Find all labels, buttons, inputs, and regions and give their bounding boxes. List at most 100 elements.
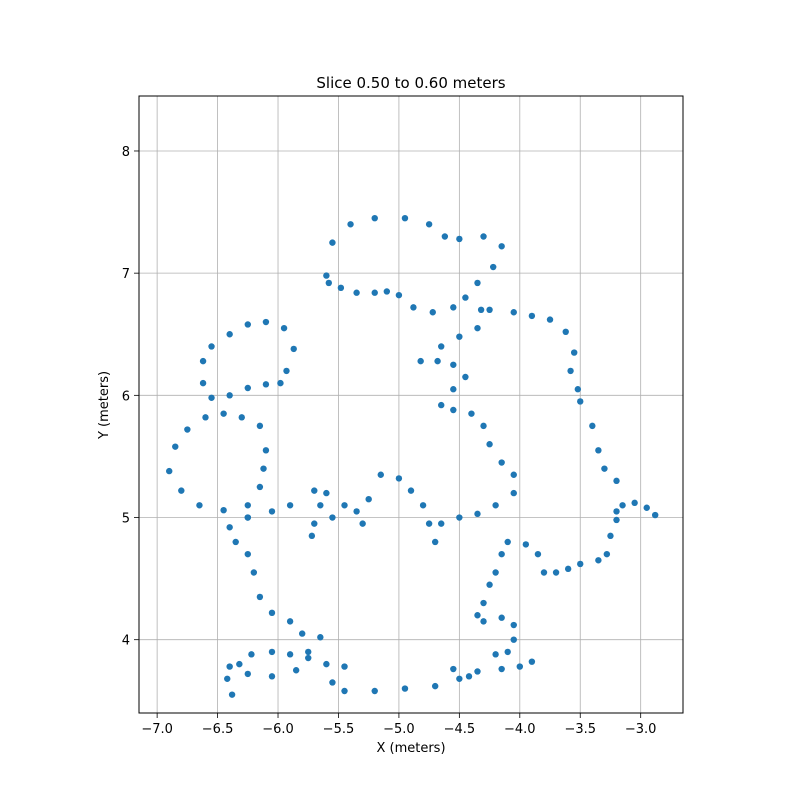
data-point [504, 648, 511, 656]
data-point [228, 691, 236, 698]
data-point [613, 477, 620, 485]
data-point [492, 569, 499, 576]
data-point [260, 465, 267, 472]
data-point [299, 630, 306, 637]
data-point [474, 324, 481, 332]
data-point [486, 306, 493, 314]
data-point [277, 379, 284, 387]
data-point [401, 685, 409, 692]
data-point [268, 609, 276, 617]
data-point [323, 489, 330, 497]
data-point [528, 312, 536, 320]
y-tick-label: 6 [122, 389, 130, 404]
x-tick-label: −4.5 [444, 722, 476, 737]
data-point [516, 663, 523, 670]
data-point [450, 304, 457, 311]
data-point [595, 447, 602, 454]
x-tick-label: −4.0 [504, 722, 536, 737]
data-point [438, 343, 445, 350]
data-point [419, 502, 427, 509]
data-point [613, 508, 620, 515]
data-point [510, 621, 517, 629]
data-point [510, 489, 517, 497]
data-point [262, 318, 270, 326]
data-point [498, 459, 505, 466]
data-point [353, 508, 360, 515]
data-point [226, 331, 233, 338]
x-axis-label: X (meters) [376, 741, 445, 756]
data-point [486, 581, 493, 588]
data-point [577, 398, 584, 405]
data-point [305, 648, 312, 656]
x-tick-label: −3.0 [625, 722, 657, 737]
y-tick-label: 7 [122, 267, 130, 282]
data-point [486, 441, 493, 448]
data-point [220, 506, 227, 514]
data-point [504, 538, 511, 546]
data-point [589, 422, 596, 430]
data-point [286, 502, 294, 509]
data-point [305, 654, 312, 662]
data-points [166, 214, 659, 698]
data-point [172, 443, 179, 450]
data-point [353, 289, 360, 296]
data-point [450, 361, 457, 368]
data-point [567, 367, 574, 375]
data-point [498, 243, 505, 250]
data-point [498, 614, 505, 621]
data-point [619, 502, 626, 509]
data-point [474, 279, 481, 287]
x-ticks: −7.0 −6.5 −6.0 −5.5 −5.0 −4.5 −4.0 −3.5 −3.0 [141, 713, 656, 737]
data-point [534, 550, 542, 558]
data-point [490, 263, 497, 271]
data-point [244, 514, 251, 521]
data-point [431, 682, 439, 690]
x-tick-label: −6.5 [202, 722, 234, 737]
data-point [571, 349, 578, 356]
data-point [290, 345, 297, 353]
data-point [401, 214, 409, 222]
data-point [268, 508, 276, 515]
data-point [208, 394, 215, 401]
data-point [498, 665, 505, 673]
data-point [337, 284, 345, 292]
data-point [631, 499, 638, 507]
data-point [462, 294, 469, 301]
data-point [492, 651, 499, 658]
data-point [365, 495, 372, 503]
axes-frame [138, 95, 684, 714]
data-point [317, 634, 324, 641]
data-point [603, 550, 611, 558]
data-point [248, 651, 255, 658]
data-point [325, 279, 332, 287]
data-point [220, 410, 227, 417]
data-point [283, 367, 290, 375]
data-point [528, 658, 536, 665]
y-tick-label: 5 [122, 512, 130, 527]
y-axis-label: Y (meters) [97, 371, 112, 440]
data-point [323, 660, 330, 668]
data-point [329, 239, 336, 246]
point-cluster [613, 499, 659, 519]
x-tick-label: −5.0 [383, 722, 415, 737]
data-point [456, 675, 463, 682]
data-point [383, 288, 391, 295]
data-point [202, 414, 209, 421]
data-point [456, 333, 463, 340]
y-ticks: 4 5 6 7 8 [122, 145, 139, 649]
data-point [224, 675, 231, 682]
data-point [450, 665, 457, 673]
data-point [256, 483, 264, 491]
data-point [199, 379, 207, 387]
data-point [613, 516, 620, 524]
data-point [359, 520, 366, 527]
data-point [643, 504, 650, 511]
data-point [347, 221, 354, 228]
data-point [311, 487, 318, 494]
data-point [456, 514, 463, 521]
data-point [441, 233, 449, 240]
data-point [371, 289, 378, 296]
data-point [546, 316, 554, 323]
